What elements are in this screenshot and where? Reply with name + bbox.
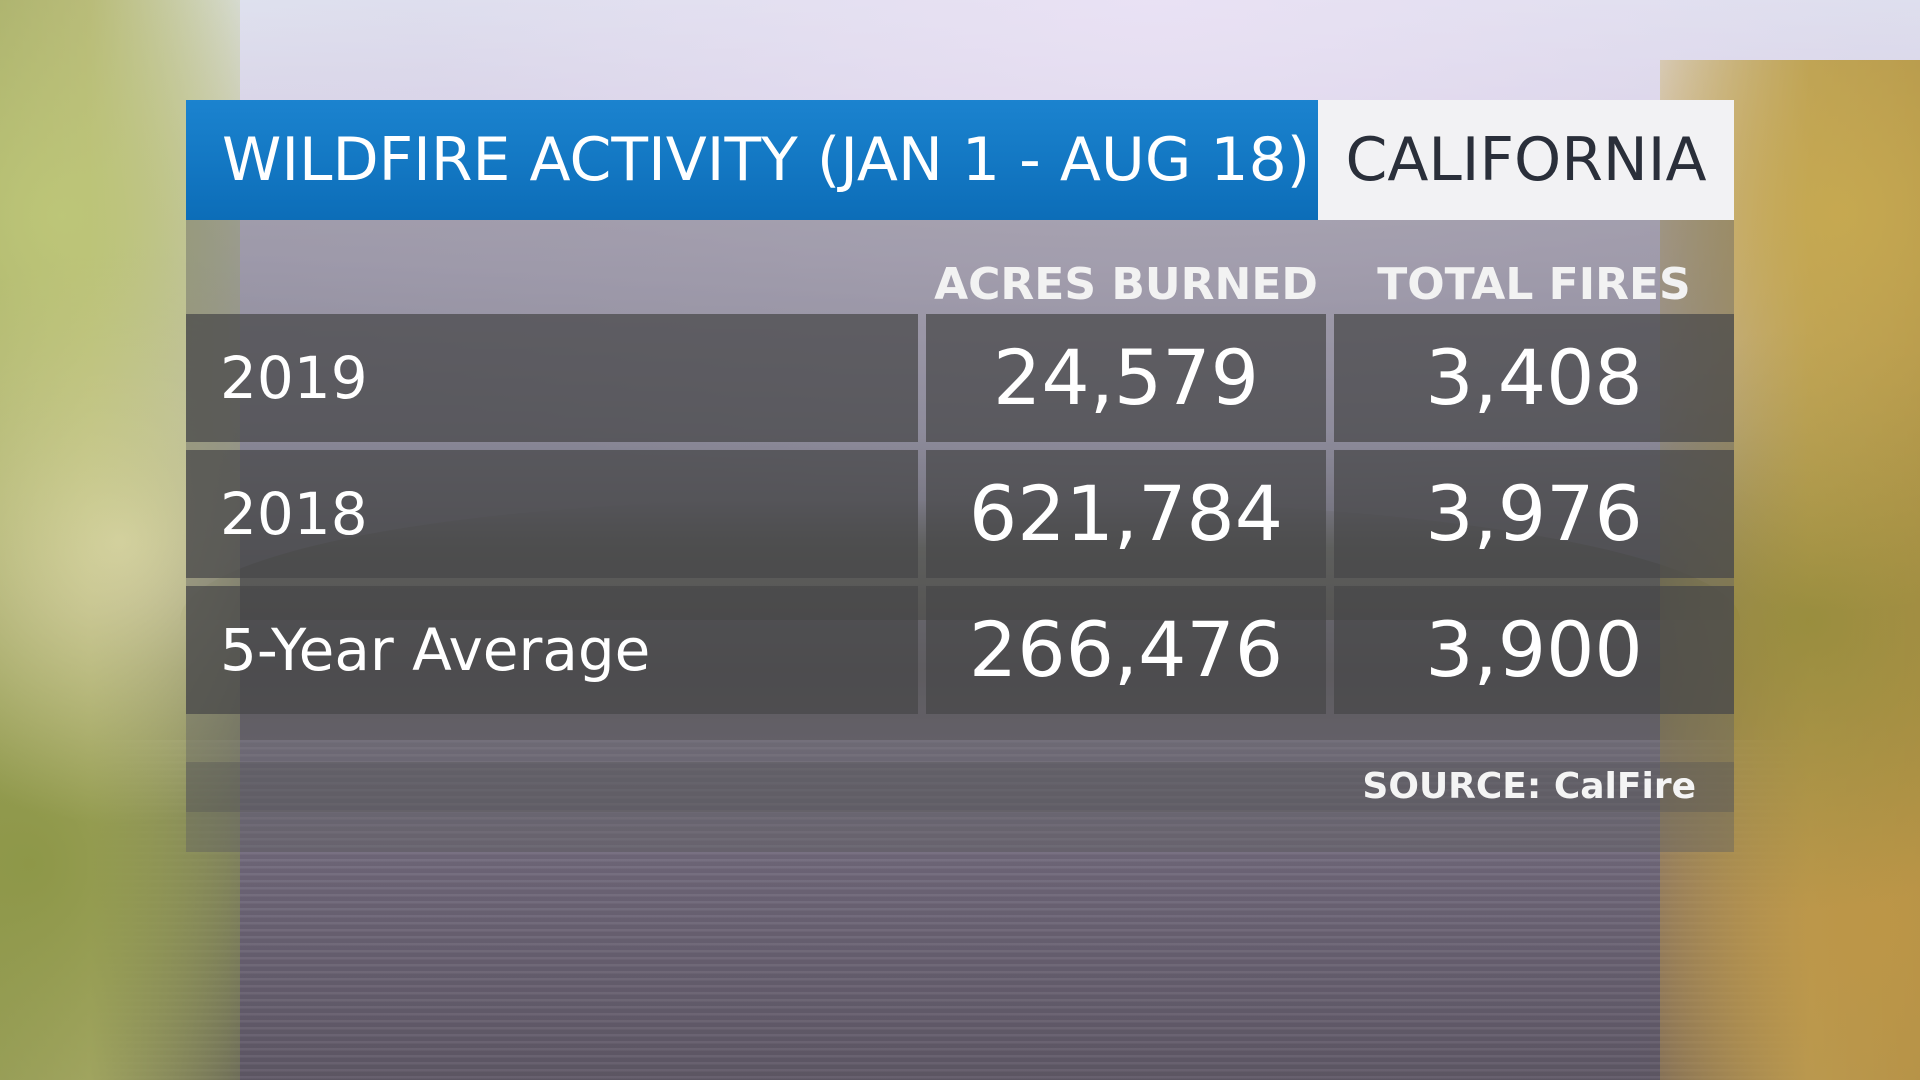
column-header-total-fires: TOTAL FIRES	[1377, 259, 1691, 310]
table-row: 2018 621,784 3,976	[186, 450, 1734, 578]
row-label: 2019	[186, 314, 918, 442]
lake-water	[0, 740, 1920, 1080]
row-label: 2018	[186, 450, 918, 578]
table-row: 2019 24,579 3,408	[186, 314, 1734, 442]
total-fires-value: 3,900	[1334, 586, 1734, 714]
page-title: WILDFIRE ACTIVITY (JAN 1 - AUG 18)	[186, 100, 1318, 220]
table-row: 5-Year Average 266,476 3,900	[186, 586, 1734, 714]
acres-burned-value: 621,784	[926, 450, 1326, 578]
acres-burned-value: 24,579	[926, 314, 1326, 442]
stats-panel: WILDFIRE ACTIVITY (JAN 1 - AUG 18) CALIF…	[186, 100, 1734, 852]
source-strip	[186, 762, 1734, 812]
source-credit: SOURCE: CalFire	[1362, 766, 1696, 807]
total-fires-value: 3,976	[1334, 450, 1734, 578]
column-header-acres-burned: ACRES BURNED	[934, 259, 1318, 310]
total-fires-value: 3,408	[1334, 314, 1734, 442]
region-label: CALIFORNIA	[1318, 100, 1734, 220]
acres-burned-value: 266,476	[926, 586, 1326, 714]
row-label: 5-Year Average	[186, 586, 918, 714]
